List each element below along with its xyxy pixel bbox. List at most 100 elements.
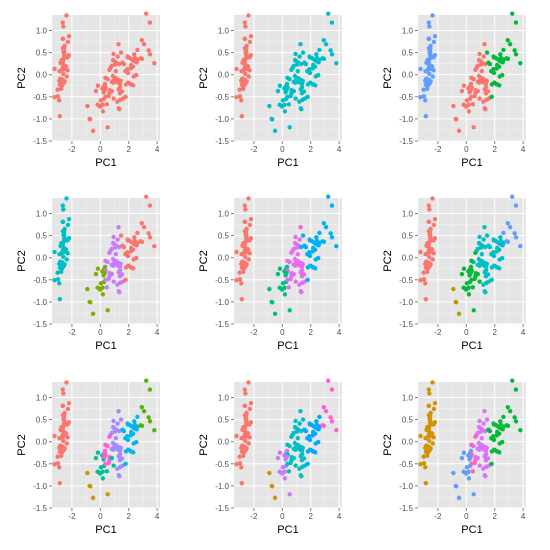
scatter-point	[421, 87, 426, 92]
scatter-point	[135, 47, 140, 53]
x-tick-label: -2	[434, 145, 442, 154]
scatter-point	[109, 271, 115, 277]
x-tick-label: -2	[434, 512, 442, 521]
scatter-point	[297, 421, 302, 426]
scatter-point	[118, 78, 123, 84]
scatter-point	[119, 272, 125, 277]
y-tick-label: -0.5	[399, 93, 413, 102]
scatter-point	[286, 285, 292, 290]
scatter-point	[60, 444, 65, 449]
scatter-point	[131, 74, 136, 79]
scatter-point	[484, 233, 490, 238]
scatter-point	[482, 224, 487, 230]
scatter-point	[494, 265, 500, 270]
scatter-point	[109, 430, 115, 436]
scatter-point	[57, 465, 62, 470]
y-tick-label: -0.5	[33, 93, 47, 102]
scatter-point	[477, 96, 482, 101]
scatter-point	[144, 194, 149, 199]
scatter-point	[131, 441, 136, 446]
scatter-point	[277, 266, 283, 271]
scatter-point	[424, 243, 430, 249]
scatter-point	[428, 417, 433, 422]
scatter-point	[284, 81, 290, 87]
scatter-point	[141, 408, 147, 414]
scatter-point	[63, 247, 69, 252]
scatter-point	[507, 408, 513, 414]
scatter-point	[285, 94, 290, 99]
scatter-point	[245, 64, 251, 69]
scatter-point	[451, 103, 456, 109]
scatter-point	[118, 233, 124, 238]
y-tick-label: 0.0	[36, 71, 48, 80]
scatter-point	[132, 235, 137, 240]
scatter-point	[109, 446, 115, 451]
scatter-point	[104, 469, 110, 474]
scatter-point	[423, 265, 429, 271]
scatter-point	[123, 277, 128, 282]
scatter-point	[100, 476, 106, 481]
scatter-panel-k6: -2 0 2 4 -1.5 -1.0 -0.5 0.0 0.5 1.0 PC1 PC2	[382, 194, 526, 352]
scatter-point	[102, 87, 107, 93]
scatter-point	[116, 106, 121, 111]
scatter-point	[55, 270, 60, 275]
scatter-point	[496, 431, 502, 436]
scatter-point	[482, 41, 487, 47]
scatter-point	[507, 224, 513, 230]
scatter-point	[293, 463, 298, 468]
scatter-point	[300, 445, 305, 451]
scatter-point	[66, 401, 72, 406]
scatter-point	[297, 237, 302, 242]
scatter-point	[418, 462, 423, 467]
scatter-point	[432, 53, 438, 58]
scatter-point	[272, 311, 278, 317]
scatter-point	[104, 285, 110, 290]
scatter-point	[109, 455, 115, 461]
x-tick-label: -2	[250, 328, 258, 337]
x-tick-label: 2	[127, 512, 132, 521]
scatter-point	[426, 260, 431, 265]
scatter-point	[59, 250, 65, 256]
scatter-point	[497, 441, 502, 446]
scatter-point	[138, 239, 143, 244]
scatter-point	[482, 408, 487, 414]
scatter-point	[483, 267, 489, 273]
scatter-point	[107, 250, 112, 256]
y-axis-title: PC2	[198, 67, 210, 88]
scatter-point	[242, 77, 247, 82]
scatter-point	[239, 481, 245, 486]
scatter-point	[285, 258, 290, 263]
y-axis-title: PC2	[16, 67, 28, 88]
scatter-point	[64, 257, 69, 262]
scatter-point	[241, 250, 247, 256]
scatter-point	[285, 75, 290, 80]
scatter-point	[247, 39, 253, 45]
scatter-point	[310, 449, 316, 454]
scatter-point	[489, 94, 494, 99]
scatter-point	[57, 98, 62, 103]
scatter-point	[60, 219, 65, 225]
scatter-point	[498, 242, 503, 247]
scatter-point	[498, 426, 503, 431]
scatter-point	[320, 423, 325, 428]
scatter-point	[469, 277, 474, 282]
scatter-point	[424, 427, 430, 433]
scatter-point	[475, 246, 481, 252]
scatter-point	[483, 84, 489, 90]
scatter-point	[110, 73, 116, 79]
scatter-point	[61, 391, 66, 396]
scatter-point	[110, 57, 116, 63]
scatter-point	[505, 38, 511, 43]
x-tick-label: 2	[127, 328, 132, 337]
scatter-point	[310, 265, 316, 270]
scatter-point	[267, 103, 272, 109]
x-axis-title: PC1	[277, 340, 298, 352]
y-tick-label: 0.5	[36, 232, 48, 241]
scatter-point	[244, 417, 249, 422]
scatter-point	[300, 78, 305, 84]
scatter-point	[485, 272, 491, 277]
scatter-point	[135, 230, 140, 236]
scatter-point	[468, 448, 474, 454]
scatter-point	[110, 256, 116, 262]
scatter-point	[247, 406, 253, 412]
